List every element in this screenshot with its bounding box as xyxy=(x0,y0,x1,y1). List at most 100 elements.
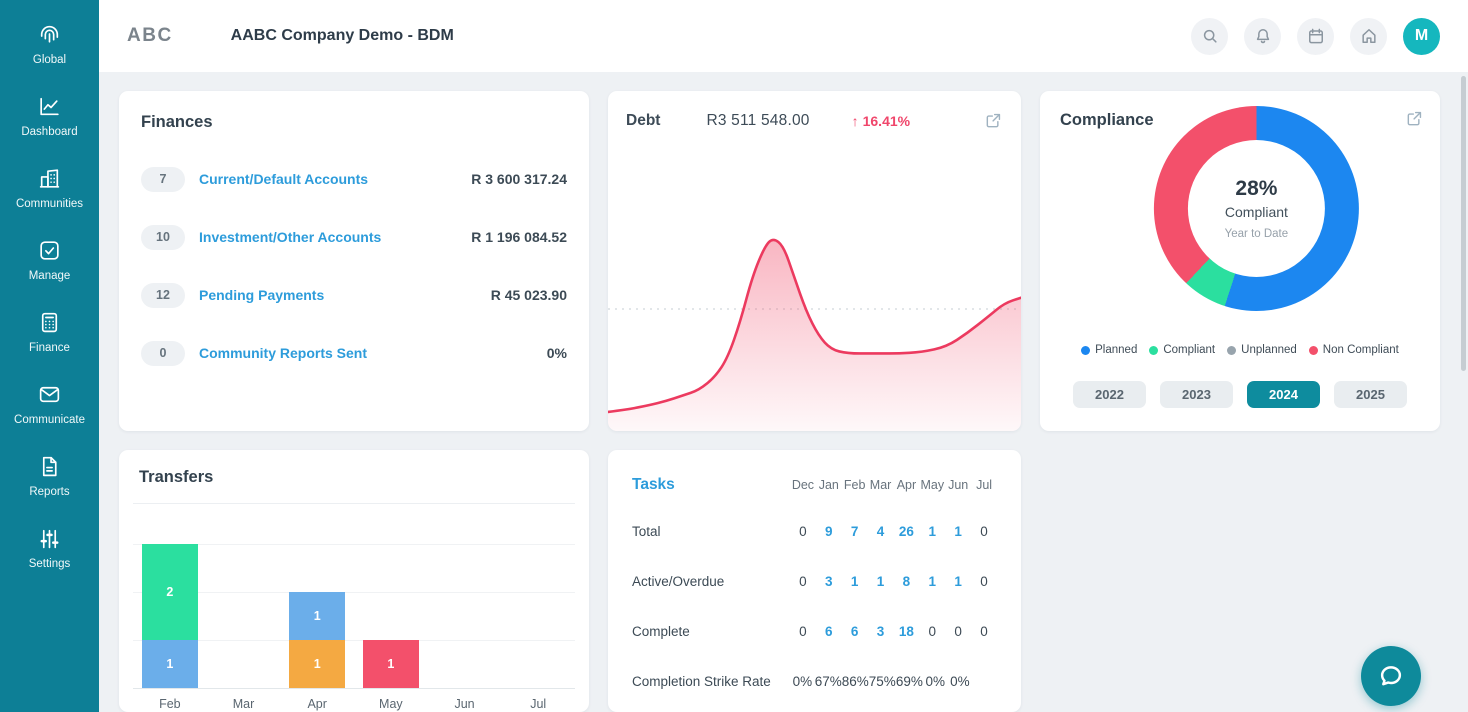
tasks-cell: 8 xyxy=(902,573,911,589)
sidebar-item-communicate[interactable]: Communicate xyxy=(0,368,99,440)
dashboard-content: Finances 7 Current/Default Accounts R 3 … xyxy=(99,72,1468,712)
x-axis-label: Apr xyxy=(307,697,327,711)
arrow-up-icon: ↑ xyxy=(851,112,859,129)
compliance-card: Compliance 28% Compliant Year to Date Pl… xyxy=(1040,91,1440,431)
year-button-2024[interactable]: 2024 xyxy=(1247,381,1320,408)
bell-icon xyxy=(1256,29,1269,44)
calendar-icon xyxy=(1308,28,1323,44)
tasks-cell: 86% xyxy=(841,673,869,689)
x-axis-label: Mar xyxy=(232,697,255,711)
tasks-row: Active/Overdue 0 3 1 1 8 1 1 0 xyxy=(632,556,997,606)
tasks-cell: 26 xyxy=(898,523,914,539)
finances-row: 10 Investment/Other Accounts R 1 196 084… xyxy=(141,224,567,250)
home-button[interactable] xyxy=(1350,17,1387,55)
debt-header: Debt R3 511 548.00 ↑ 16.41% xyxy=(608,91,1021,130)
legend-item: Unplanned xyxy=(1227,344,1297,356)
year-button-2025[interactable]: 2025 xyxy=(1334,381,1407,408)
tasks-column-header: Jul xyxy=(976,478,993,492)
tasks-cell: 0 xyxy=(980,523,988,539)
tasks-cell: 4 xyxy=(876,523,885,539)
tasks-row-label: Total xyxy=(632,523,661,539)
debt-line xyxy=(608,238,1021,414)
tasks-column-header: Apr xyxy=(896,478,917,492)
chat-button[interactable] xyxy=(1361,646,1421,706)
scrollbar-thumb[interactable] xyxy=(1461,76,1466,371)
compliance-years: 2022 2023 2024 2025 xyxy=(1040,381,1440,408)
finances-link[interactable]: Community Reports Sent xyxy=(199,345,368,361)
sidebar-item-communities[interactable]: Communities xyxy=(0,152,99,224)
tasks-row: Total 0 9 7 4 26 1 1 0 xyxy=(632,506,997,556)
bar-segment[interactable]: 1 xyxy=(289,592,346,640)
debt-change: ↑ 16.41% xyxy=(852,113,910,129)
tasks-row: Completion Strike Rate 0% 67% 86% 75% 69% 0% 0% xyxy=(632,656,997,706)
sliders-icon xyxy=(37,526,62,551)
debt-expand-button[interactable] xyxy=(984,111,1003,130)
bar-segment[interactable]: 2 xyxy=(141,544,198,640)
finances-link[interactable]: Pending Payments xyxy=(199,287,325,303)
tasks-column-header: Jan xyxy=(818,478,839,492)
finances-rows: 7 Current/Default Accounts R 3 600 317.2… xyxy=(141,166,567,366)
legend-item: Compliant xyxy=(1149,344,1215,356)
compliance-title: Compliance xyxy=(1060,111,1154,129)
document-icon xyxy=(37,454,62,479)
legend-item: Planned xyxy=(1081,344,1137,356)
compliance-expand-button[interactable] xyxy=(1405,109,1424,128)
finances-value: 0% xyxy=(546,345,567,361)
tasks-cell: 3 xyxy=(876,623,885,639)
bar-segment[interactable]: 1 xyxy=(362,640,419,688)
tasks-cell: 75% xyxy=(868,673,896,689)
transfers-header: Transfers xyxy=(133,468,575,504)
tasks-cell: 1 xyxy=(928,523,937,539)
calendar-button[interactable] xyxy=(1297,17,1334,55)
sidebar-item-finance[interactable]: Finance xyxy=(0,296,99,368)
bar-segment[interactable]: 1 xyxy=(141,640,198,688)
notifications-button[interactable] xyxy=(1244,17,1281,55)
top-actions: M xyxy=(1191,17,1440,55)
x-axis-line xyxy=(133,688,575,689)
sidebar-item-global[interactable]: Global xyxy=(0,8,99,80)
tasks-cell: 1 xyxy=(954,573,962,589)
year-button-2022[interactable]: 2022 xyxy=(1073,381,1146,408)
finances-card: Finances 7 Current/Default Accounts R 3 … xyxy=(119,91,589,431)
tasks-cell: 0 xyxy=(799,623,807,639)
debt-area-fill xyxy=(608,239,1021,431)
tasks-cell: 7 xyxy=(850,523,859,539)
count-badge: 0 xyxy=(141,340,185,366)
finances-value: R 3 600 317.24 xyxy=(471,171,567,187)
tasks-cell: 3 xyxy=(825,573,833,589)
user-avatar[interactable]: M xyxy=(1403,17,1440,55)
debt-card: Debt R3 511 548.00 ↑ 16.41% xyxy=(608,91,1021,431)
tasks-cell: 6 xyxy=(850,623,859,639)
finances-link[interactable]: Investment/Other Accounts xyxy=(199,229,382,245)
year-button-2023[interactable]: 2023 xyxy=(1160,381,1233,408)
tasks-title[interactable]: Tasks xyxy=(632,476,675,493)
tasks-cell: 0 xyxy=(799,573,807,589)
buildings-icon xyxy=(37,166,62,191)
bar-jun xyxy=(428,544,502,688)
bar-segment[interactable]: 1 xyxy=(289,640,346,688)
search-button[interactable] xyxy=(1191,17,1228,55)
legend-dot xyxy=(1149,345,1159,355)
finances-link[interactable]: Current/Default Accounts xyxy=(199,171,369,187)
sidebar-item-reports[interactable]: Reports xyxy=(0,440,99,512)
sidebar-item-manage[interactable]: Manage xyxy=(0,224,99,296)
tasks-cell: 18 xyxy=(898,623,914,639)
finances-value: R 45 023.90 xyxy=(490,287,567,303)
line-chart-icon xyxy=(37,94,62,119)
tasks-column-header: Dec xyxy=(791,478,815,492)
sidebar-item-settings[interactable]: Settings xyxy=(0,512,99,584)
gridline xyxy=(133,640,575,641)
compliance-percent: 28% xyxy=(1235,177,1278,200)
sidebar-item-label: Communicate xyxy=(14,414,85,426)
transfers-x-labels: Feb Mar Apr May Jun Jul xyxy=(133,697,575,711)
sidebar-item-dashboard[interactable]: Dashboard xyxy=(0,80,99,152)
x-axis-label: May xyxy=(379,697,403,711)
tasks-column-header: Jun xyxy=(948,478,969,492)
x-axis-label: Feb xyxy=(159,697,181,711)
